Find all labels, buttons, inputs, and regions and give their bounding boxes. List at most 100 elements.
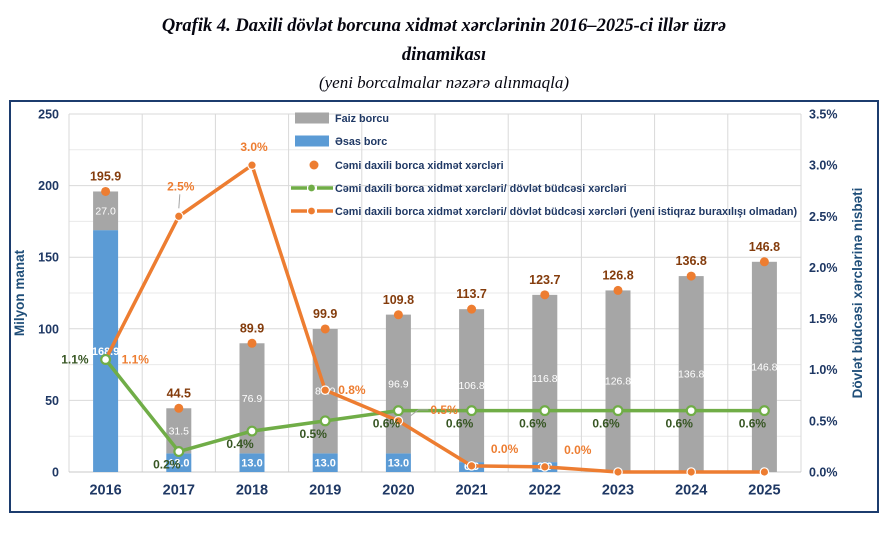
legend-label: Əsas borc [335, 136, 387, 148]
left-axis-tick: 50 [45, 394, 59, 408]
bar-esas-borc [312, 453, 338, 472]
bar-esas-borc [166, 453, 192, 472]
green-line-marker [758, 405, 770, 417]
bar-esas-borc [239, 453, 265, 472]
orange-line-marker [393, 416, 404, 426]
right-axis-tick: 0.5% [809, 414, 838, 428]
bar-faiz-borcu [532, 294, 558, 463]
bar-faiz-borcu [678, 276, 704, 472]
left-axis-tick: 250 [38, 108, 59, 122]
total-dot [759, 257, 769, 267]
total-label: 136.8 [676, 254, 707, 268]
orange-pct-label: 0.8% [338, 383, 366, 397]
orange-line-marker [686, 467, 696, 477]
green-pct-label: 0.5% [300, 427, 328, 441]
green-ratio-line [103, 357, 767, 454]
orange-pct-label: 3.0% [240, 140, 268, 154]
orange-line-marker [247, 160, 257, 170]
bar-label-faiz: 116.8 [532, 373, 558, 385]
total-dot [393, 310, 403, 320]
green-line-marker [466, 405, 478, 417]
bar-label-faiz: 76.9 [242, 393, 263, 405]
bar-label-esas: 13.0 [388, 458, 409, 470]
total-label: 113.7 [456, 287, 487, 301]
right-axis-title: Dövlət büdcəsi xərclərinə nisbəti [850, 188, 865, 399]
bar-label-faiz: 96.9 [388, 379, 409, 391]
total-label: 195.9 [90, 169, 121, 183]
left-axis-tick: 200 [38, 179, 59, 193]
right-axis-tick: 2.5% [809, 210, 838, 224]
green-pct-label: 0.6% [592, 417, 620, 431]
right-axis-tick: 1.0% [809, 363, 838, 377]
bar-faiz-borcu [605, 290, 631, 472]
green-pct-label: 0.6% [373, 417, 401, 431]
green-pct-label: 0.6% [519, 417, 547, 431]
legend-label: Cəmi daxili borca xidmət xərcləri/ dövlə… [335, 206, 797, 218]
year-label: 2024 [675, 483, 707, 499]
green-line-marker [319, 415, 331, 427]
green-pct-label: 0.6% [666, 417, 694, 431]
orange-line-marker [759, 467, 770, 477]
orange-pct-label: 0.0% [491, 442, 519, 456]
right-axis-tick: 3.5% [809, 108, 838, 122]
green-pct-label: 0.4% [226, 437, 254, 451]
green-pct-label: 0.2% [153, 458, 181, 472]
bar-label-faiz: 136.8 [678, 369, 704, 381]
total-dot [101, 186, 111, 196]
bar-esas-borc [385, 453, 411, 472]
chart-subtitle: (yeni borcalmalar nəzərə alınmaqla) [318, 73, 570, 92]
chart-title-line2: dinamikası [401, 45, 487, 65]
green-line-marker [100, 353, 112, 365]
bar-faiz-borcu [166, 408, 192, 454]
orange-pct-label: 2.5% [167, 179, 195, 193]
green-pct-label: 0.6% [446, 417, 474, 431]
bar-faiz-borcu [93, 191, 119, 231]
bar-label-esas: 13.0 [314, 458, 335, 470]
bar-esas-borc [93, 230, 119, 472]
year-label: 2022 [529, 483, 561, 499]
orange-pct-label: 0.0% [564, 443, 592, 457]
left-axis-tick: 150 [38, 251, 59, 265]
green-line-marker [246, 425, 258, 437]
legend-swatch-bar [295, 112, 329, 124]
orange-ratio-line [103, 163, 767, 474]
year-label: 2017 [163, 483, 195, 499]
bar-faiz-borcu [385, 314, 411, 454]
total-label: 89.9 [240, 321, 264, 335]
right-axis-tick: 1.5% [809, 312, 838, 326]
left-axis-tick: 0 [52, 466, 59, 480]
orange-line-marker [320, 385, 330, 395]
total-dot [540, 290, 550, 300]
chart-canvas: 27.0168.931.513.076.913.086.913.096.913.… [12, 108, 865, 499]
green-line-marker [612, 405, 624, 417]
total-label: 99.9 [313, 307, 337, 321]
orange-line-marker [466, 461, 477, 471]
bar-label-esas: 13.0 [241, 458, 262, 470]
right-axis-tick: 2.0% [809, 261, 838, 275]
legend-label: Cəmi daxili borca xidmət xərcləri [335, 160, 504, 172]
legend-swatch-line-dot [308, 184, 315, 192]
bar-label-faiz: 146.8 [751, 361, 777, 373]
bar-faiz-borcu [459, 309, 485, 463]
total-label: 126.8 [602, 268, 633, 282]
orange-line-marker [613, 467, 623, 477]
legend-swatch-line-dot [308, 207, 315, 215]
legend-label: Faiz borcu [335, 113, 389, 125]
bar-label-esas: 13.0 [168, 458, 189, 470]
total-label: 44.5 [167, 386, 191, 400]
year-label: 2025 [748, 483, 780, 499]
total-dot [174, 403, 184, 413]
total-dot [320, 324, 330, 334]
right-axis-tick: 3.0% [809, 159, 838, 173]
green-pct-label: 0.6% [739, 417, 767, 431]
green-line-marker [173, 446, 185, 458]
chart-header: Qrafik 4. Daxili dövlət borcuna xidmət x… [0, 0, 888, 95]
total-dot [467, 304, 477, 314]
chart-title-line1: Qrafik 4. Daxili dövlət borcuna xidmət x… [161, 16, 727, 36]
leader-line [406, 409, 429, 420]
left-axis-tick: 100 [38, 322, 59, 336]
year-label: 2019 [309, 483, 341, 499]
orange-pct-label: 1.1% [122, 352, 150, 366]
total-dot [686, 271, 696, 281]
